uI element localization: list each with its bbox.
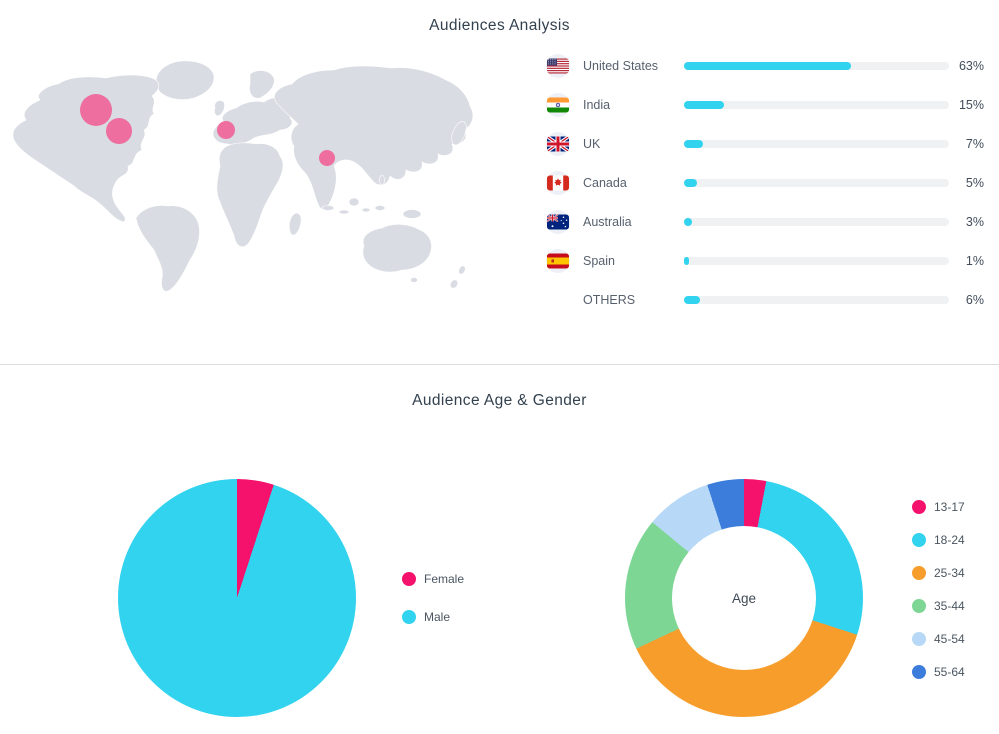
country-row: Spain 1% xyxy=(546,241,990,280)
country-row: Canada 5% xyxy=(546,163,990,202)
legend-item-male[interactable]: Male xyxy=(402,610,464,624)
country-bar-fill xyxy=(684,217,692,226)
country-bar-track xyxy=(684,217,949,226)
country-label: Spain xyxy=(583,253,615,268)
country-row: United States 63% xyxy=(546,46,990,85)
flag-gb-icon xyxy=(546,131,570,156)
country-bar-fill xyxy=(684,139,703,148)
legend-item-55-64[interactable]: 55-64 xyxy=(912,665,965,679)
country-bar-track xyxy=(684,100,949,109)
continents xyxy=(12,60,474,292)
flag-us-icon xyxy=(546,53,570,78)
country-bar-track xyxy=(684,178,949,187)
legend-label: 13-17 xyxy=(934,500,965,514)
donut-center-label: Age xyxy=(731,590,757,606)
legend-label: 18-24 xyxy=(934,533,965,547)
country-percent: 5% xyxy=(965,175,984,190)
legend-label: 45-54 xyxy=(934,632,965,646)
country-row: India 15% xyxy=(546,85,990,124)
country-bar-track xyxy=(684,139,949,148)
age-18-24-legend-dot-icon xyxy=(912,533,926,547)
country-bar-fill xyxy=(684,61,851,70)
age-45-54-legend-dot-icon xyxy=(912,632,926,646)
legend-item-35-44[interactable]: 35-44 xyxy=(912,599,965,613)
country-list: United States 63% India 15% xyxy=(546,46,990,319)
legend-label: 55-64 xyxy=(934,665,965,679)
country-bar-fill xyxy=(684,178,698,187)
gender-pie-chart xyxy=(118,479,356,717)
country-bar-fill xyxy=(684,295,700,304)
country-label: Canada xyxy=(583,175,627,190)
country-percent: 3% xyxy=(965,214,984,229)
age-legend: 13-17 18-24 25-34 35-44 45-54 55-64 xyxy=(912,500,965,698)
age-55-64-legend-dot-icon xyxy=(912,665,926,679)
country-bar-fill xyxy=(684,100,724,109)
legend-item-female[interactable]: Female xyxy=(402,572,464,586)
country-label: Australia xyxy=(583,214,632,229)
gender-legend: Female Male xyxy=(402,572,464,648)
flag-icon xyxy=(546,288,570,312)
flag-in-icon xyxy=(546,92,570,117)
legend-item-18-24[interactable]: 18-24 xyxy=(912,533,965,547)
age-gender-title: Audience Age & Gender xyxy=(412,392,587,409)
female-legend-dot-icon xyxy=(402,572,416,586)
world-map xyxy=(10,50,490,300)
country-bar-track xyxy=(684,295,949,304)
donut-hole: Age xyxy=(672,526,816,670)
legend-item-45-54[interactable]: 45-54 xyxy=(912,632,965,646)
map-bubble xyxy=(217,121,235,139)
legend-item-13-17[interactable]: 13-17 xyxy=(912,500,965,514)
world-map-svg xyxy=(12,60,474,292)
country-percent: 15% xyxy=(958,97,984,112)
age-35-44-legend-dot-icon xyxy=(912,599,926,613)
legend-item-25-34[interactable]: 25-34 xyxy=(912,566,965,580)
country-row: OTHERS 6% xyxy=(546,280,990,319)
country-label: India xyxy=(583,97,611,112)
male-legend-dot-icon xyxy=(402,610,416,624)
legend-label: Female xyxy=(424,572,465,586)
country-percent: 6% xyxy=(965,292,984,307)
map-bubble xyxy=(80,94,112,126)
country-label: United States xyxy=(583,58,659,73)
country-percent: 1% xyxy=(965,253,984,268)
country-percent: 63% xyxy=(958,58,984,73)
section-divider xyxy=(0,364,999,365)
country-bar-track xyxy=(684,61,949,70)
audiences-analysis-title: Audiences Analysis xyxy=(429,17,570,34)
country-label: UK xyxy=(583,136,601,151)
country-bar-track xyxy=(684,256,949,265)
legend-label: 35-44 xyxy=(934,599,965,613)
flag-au-icon xyxy=(546,209,570,234)
age-25-34-legend-dot-icon xyxy=(912,566,926,580)
map-bubble xyxy=(319,150,335,166)
country-label: OTHERS xyxy=(583,292,636,307)
country-row: Australia 3% xyxy=(546,202,990,241)
map-bubble xyxy=(106,118,132,144)
country-row: UK 7% xyxy=(546,124,990,163)
legend-label: Male xyxy=(424,610,451,624)
flag-es-icon xyxy=(546,248,570,273)
age-13-17-legend-dot-icon xyxy=(912,500,926,514)
legend-label: 25-34 xyxy=(934,566,965,580)
country-bar-fill xyxy=(684,256,689,265)
flag-ca-icon xyxy=(546,170,570,195)
audience-map-bubbles xyxy=(80,94,335,166)
country-percent: 7% xyxy=(965,136,984,151)
age-donut-chart: Age xyxy=(625,479,863,717)
